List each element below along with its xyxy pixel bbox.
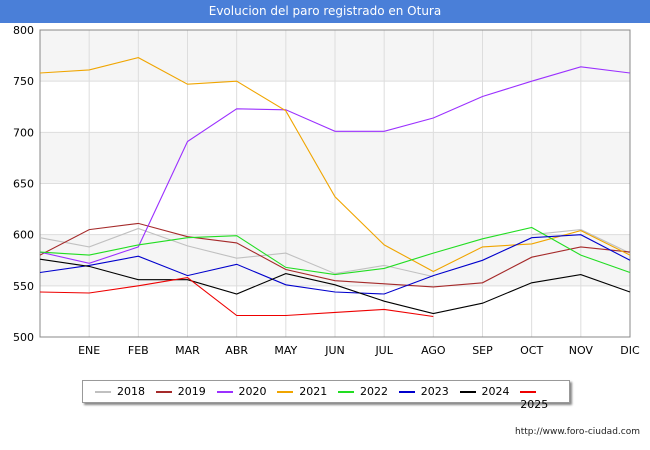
series-line-2018 (39, 227, 434, 278)
series-line-2025 (39, 277, 434, 318)
legend-label: 2023 (420, 385, 449, 398)
series-lines (39, 57, 631, 318)
series-line-2022 (39, 226, 631, 276)
legend: 2018 2019 2020 2021 2022 2023 2024 2025 (82, 380, 570, 411)
x-tick-label: ABR (225, 344, 248, 357)
y-tick-label: 550 (13, 280, 34, 293)
legend-swatch (520, 391, 537, 393)
y-tick-label: 500 (13, 331, 34, 344)
source-url: http://www.foro-ciudad.com (515, 427, 640, 437)
y-tick-label: 800 (13, 24, 34, 37)
y-tick-label: 600 (13, 229, 34, 242)
legend-swatch (155, 391, 172, 393)
series-line-2024 (39, 258, 631, 315)
legend-swatch (277, 391, 294, 393)
legend-swatch (95, 391, 111, 393)
x-tick-label: MAY (274, 344, 297, 357)
legend-item-2022: 2022 (338, 385, 388, 398)
legend-label: 2019 (177, 385, 206, 398)
chart-title: Evolucion del paro registrado en Otura (0, 0, 650, 23)
tick-labels: 500 550 600 650 700 750 800 ENE FEB MAR ABR MAY JUN J… (13, 24, 640, 357)
legend-label: 2022 (360, 385, 388, 398)
x-tick-label: NOV (569, 344, 594, 357)
legend-label: 2018 (117, 385, 145, 398)
y-tick-label: 750 (13, 75, 34, 88)
legend-label: 2020 (238, 385, 267, 398)
x-tick-label: FEB (128, 344, 149, 357)
legend-swatch (216, 391, 233, 393)
x-tick-label: ENE (78, 344, 100, 357)
x-tick-label: AGO (421, 344, 446, 357)
x-tick-label: MAR (175, 344, 200, 357)
legend-label: 2024 (481, 385, 510, 398)
x-tick-label: DIC (620, 344, 640, 357)
legend-label: 2021 (299, 385, 328, 398)
legend-swatch (459, 391, 476, 393)
legend-swatch (398, 391, 415, 393)
series-line-2021 (39, 57, 631, 273)
legend-item-2024: 2024 (459, 385, 510, 398)
legend-item-2021: 2021 (277, 385, 327, 398)
legend-item-2023: 2023 (398, 385, 449, 398)
y-tick-label: 650 (13, 178, 34, 191)
legend-label: 2025 (520, 398, 549, 411)
series-line-2018 (531, 229, 631, 254)
legend-item-2019: 2019 (155, 385, 206, 398)
x-tick-label: JUL (374, 344, 393, 357)
legend-swatch (338, 391, 354, 393)
series-line-2019 (39, 222, 631, 288)
x-tick-label: SEP (472, 344, 493, 357)
legend-item-2020: 2020 (216, 385, 267, 398)
x-tick-label: OCT (520, 344, 543, 357)
y-tick-label: 700 (13, 126, 34, 139)
series-line-2023 (39, 234, 631, 295)
series-line-2020 (39, 66, 631, 264)
x-tick-label: JUN (324, 344, 345, 357)
legend-item-2018: 2018 (95, 385, 145, 398)
plot-border (39, 29, 631, 338)
axes (39, 29, 631, 338)
legend-item-2025: 2025 (520, 385, 569, 411)
